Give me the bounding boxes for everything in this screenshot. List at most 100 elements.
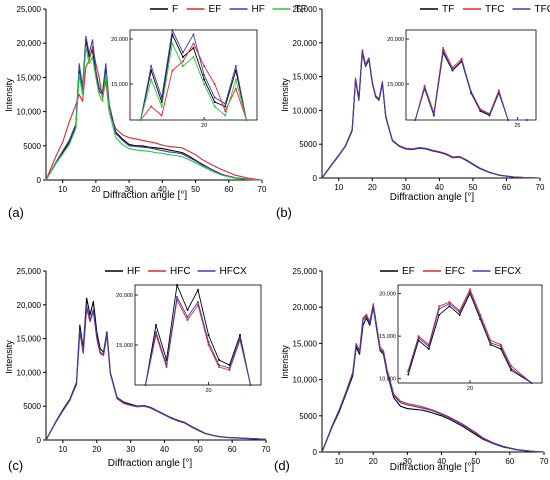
legend-label-TFCX: TFCX: [535, 4, 550, 15]
inset-point-TFCX: [470, 91, 472, 94]
y-tick-label: 10,000: [17, 368, 42, 377]
inset-point-EFC: [417, 335, 420, 338]
x-tick-label: 70: [536, 183, 545, 192]
legend-label-HF: HF: [252, 4, 265, 15]
y-tick-label: 10,000: [17, 108, 42, 117]
inset-point-EFCX: [530, 382, 533, 384]
inset-point-TF: [160, 105, 163, 108]
inset-point-TFCX: [423, 86, 426, 89]
inset-point-HFCX: [249, 384, 252, 386]
inset-point-TFCX: [451, 68, 454, 71]
x-tick-label: 70: [258, 185, 267, 194]
inset-point-EFC: [499, 343, 502, 346]
inset-point-EFCX: [448, 302, 451, 305]
series-line-HFCX: [45, 305, 267, 441]
inset-y-tick-label: 10,000: [379, 377, 396, 383]
inset-point-F: [224, 105, 227, 108]
inset-point-HF: [181, 51, 184, 54]
inset-point-HF: [155, 324, 157, 326]
inset-point-TFCX: [488, 113, 491, 116]
inset-point-HF: [160, 96, 163, 99]
inset-point-EFC: [448, 301, 451, 304]
y-tick-label: 0: [313, 448, 318, 457]
x-tick-label: 40: [435, 183, 444, 192]
inset-point-EF: [234, 87, 237, 90]
inset-point-TFCX: [525, 119, 528, 121]
inset-point-HFCX: [155, 331, 157, 333]
y-axis-label: Intensity: [280, 78, 290, 112]
inset-point-EFCX: [469, 290, 471, 293]
inset-point-TF: [181, 65, 184, 67]
inset-point-HFCX: [239, 337, 241, 339]
y-tick-label: 5000: [23, 142, 41, 151]
inset-point-EF: [489, 343, 492, 346]
y-tick-label: 20,000: [293, 303, 318, 312]
inset-point-EFCX: [510, 367, 513, 370]
y-tick-label: 10,000: [293, 106, 318, 115]
legend-label-TF: TF: [295, 4, 307, 15]
series-line-HF: [45, 35, 263, 181]
inset-point-EFC: [469, 288, 471, 291]
inset-point-TFCX: [460, 59, 463, 62]
inset-point-HF: [224, 102, 227, 105]
inset-point-TFCX: [414, 119, 417, 121]
inset-point-EF: [427, 347, 430, 350]
inset-point-HFCX: [186, 316, 189, 318]
x-tick-label: 40: [158, 185, 167, 194]
y-axis-label: Intensity: [280, 345, 290, 379]
x-tick-label: 40: [160, 445, 169, 454]
inset-point-EF: [510, 369, 513, 372]
panel-label: (b): [276, 205, 292, 220]
panel-label: (d): [274, 458, 290, 473]
inset-point-F: [203, 78, 206, 81]
inset-point-HFCX: [144, 384, 147, 386]
y-tick-label: 25,000: [17, 267, 42, 276]
chart-panel-d: 0 5000 10,000 15,000 20,000 25,000 10 20 30 40 50 6…: [274, 266, 549, 473]
inset-series-line-TFCX: [414, 49, 527, 121]
inset-point-HFCX: [207, 341, 210, 343]
legend-label-EF: EF: [402, 266, 415, 277]
inset-y-tick-label: 15,000: [379, 334, 396, 340]
inset-point-EFCX: [407, 370, 410, 373]
y-tick-label: 5000: [23, 402, 41, 411]
series-line-EFC: [321, 303, 545, 453]
inset-point-EFCX: [499, 345, 502, 348]
x-tick-label: 40: [437, 457, 446, 466]
inset-point-TFC: [460, 57, 463, 60]
inset-point-HFCX: [165, 364, 168, 366]
inset-point-TFCX: [442, 49, 445, 52]
y-tick-label: 20,000: [17, 39, 42, 48]
x-tick-label: 20: [369, 457, 378, 466]
inset-point-HFC: [218, 366, 220, 368]
chart-panel-a: 0 5000 10,000 15,000 20,000 25,000 10 20 30 40 50 6…: [4, 4, 307, 220]
inset-y-tick-label: 15,000: [116, 343, 133, 349]
inset-point-HF: [150, 65, 153, 67]
inset-point-HFCX: [228, 367, 231, 369]
inset-point-EFC: [438, 305, 441, 308]
x-tick-label: 30: [403, 457, 412, 466]
y-tick-label: 0: [313, 174, 318, 183]
inset-point-F: [181, 56, 184, 58]
inset-x-tick-label: 20: [201, 123, 207, 129]
inset-point-EF: [458, 313, 461, 316]
series-line-EF: [45, 46, 263, 181]
inset-point-EFCX: [489, 341, 492, 344]
inset-point-TF: [171, 42, 174, 45]
x-tick-label: 20: [92, 445, 101, 454]
inset-point-HFC: [186, 319, 189, 321]
inset-point-HF: [192, 33, 195, 36]
inset-point-EF: [160, 114, 163, 117]
series-line-EFCX: [321, 305, 545, 453]
x-tick-label: 60: [228, 445, 237, 454]
inset-frame: [405, 29, 537, 121]
inset-point-TF: [213, 105, 216, 108]
inset-plot: 15,000 20,000 20: [111, 28, 258, 129]
y-tick-label: 25,000: [293, 267, 318, 276]
inset-point-TFCX: [432, 113, 435, 116]
inset-point-HFCX: [176, 296, 178, 298]
y-tick-label: 15,000: [293, 73, 318, 82]
inset-x-tick-label: 20: [467, 386, 473, 392]
panel-label: (a): [8, 205, 24, 220]
y-tick-label: 0: [37, 176, 42, 185]
inset-point-EF: [181, 60, 184, 63]
